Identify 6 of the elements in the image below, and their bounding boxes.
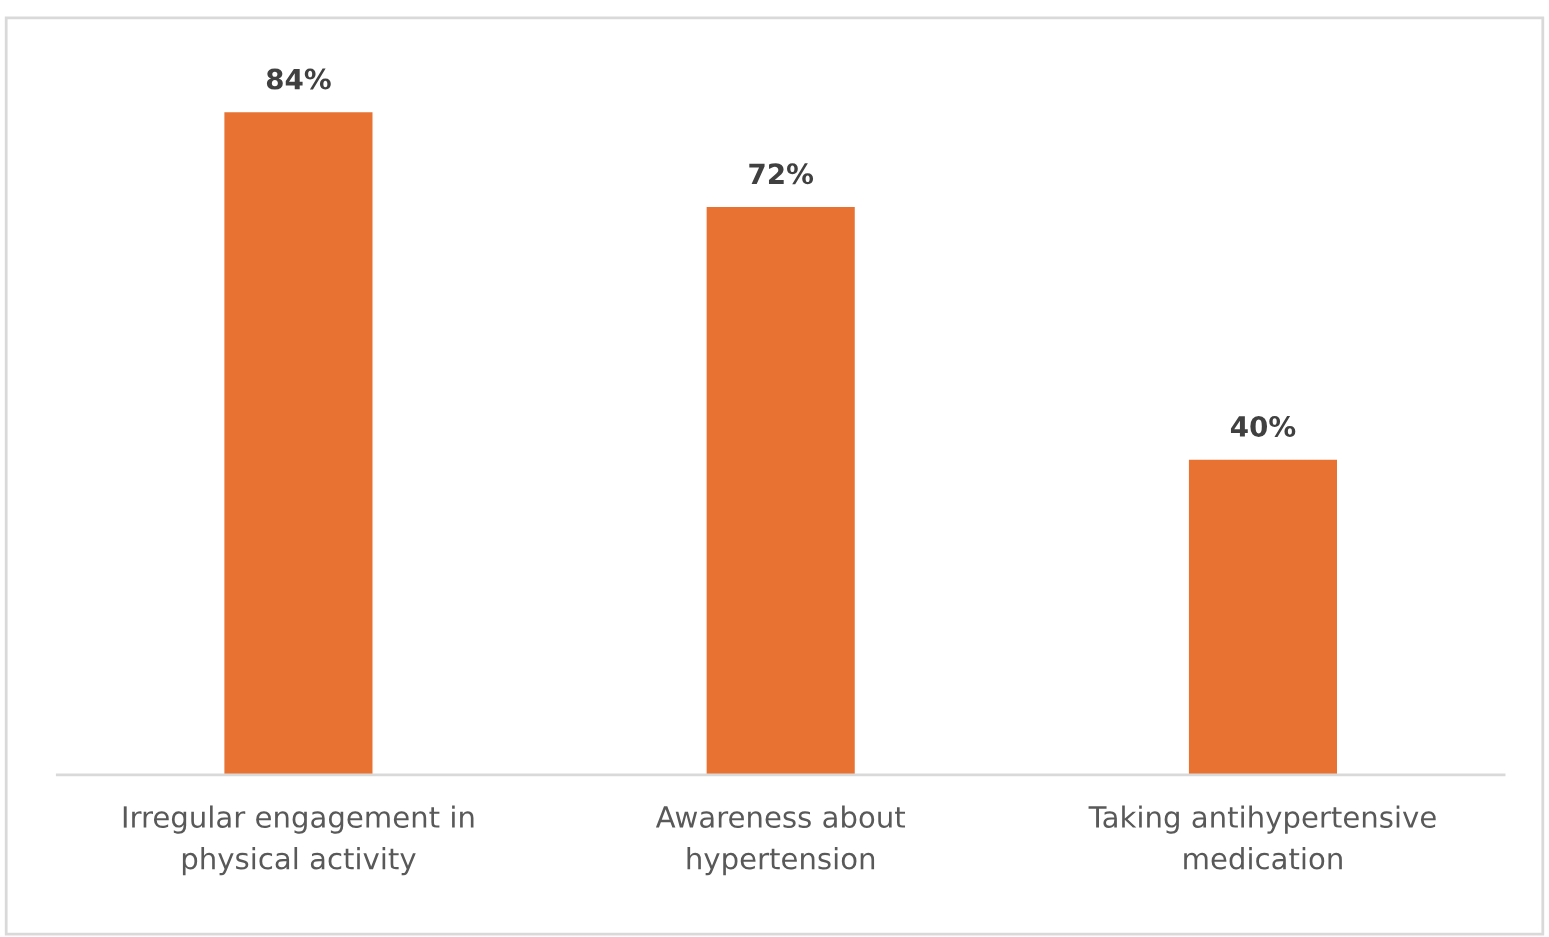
x-tick-label: Taking antihypertensive medication xyxy=(1088,805,1436,870)
data-label: 40% xyxy=(1230,415,1296,437)
data-label: 72% xyxy=(749,163,814,185)
x-tick-label: Irregular engagement in physical activity xyxy=(123,805,474,876)
x-tick-label: Awareness about hypertension xyxy=(655,805,906,876)
data-label: 84% xyxy=(266,68,331,90)
